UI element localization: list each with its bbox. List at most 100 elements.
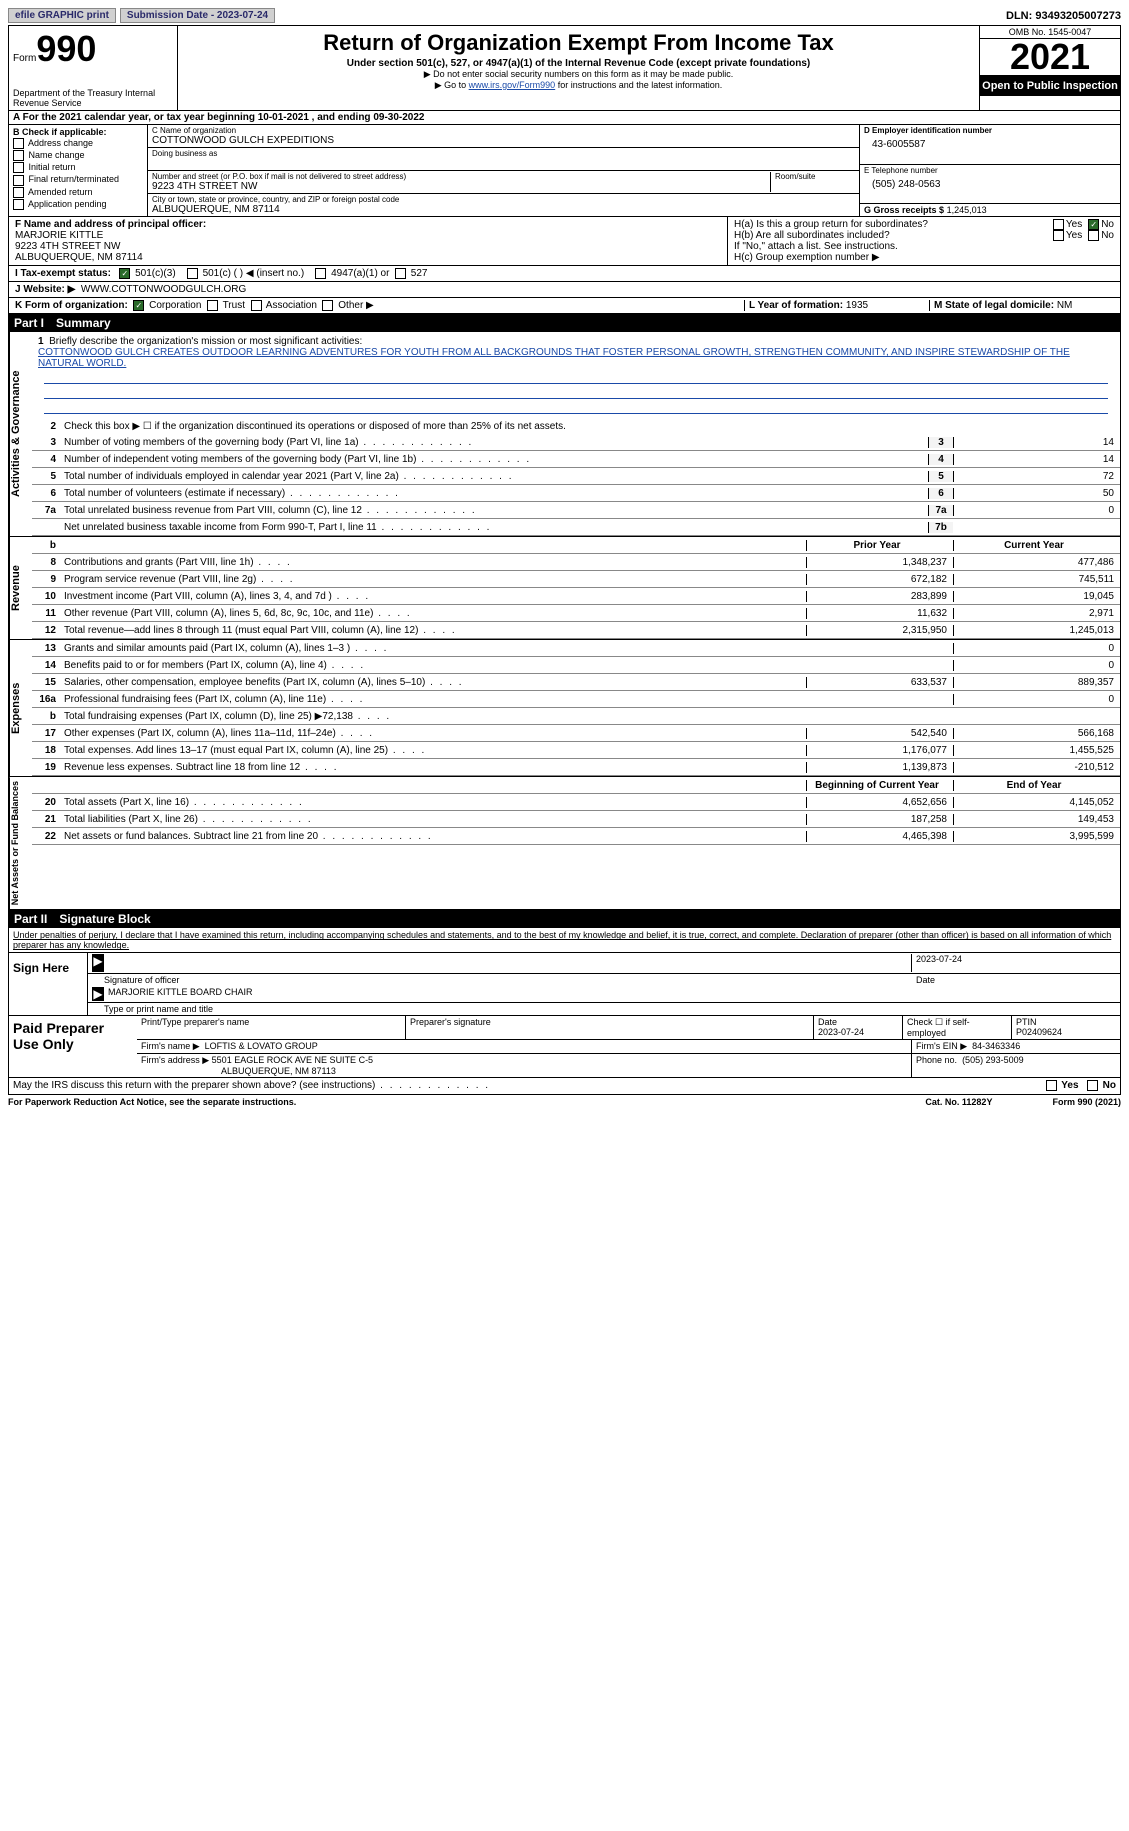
exp-row-13: 13Grants and similar amounts paid (Part …	[32, 640, 1120, 657]
col-b-mid: C Name of organization COTTONWOOD GULCH …	[148, 125, 859, 216]
officer-addr1: 9223 4TH STREET NW	[15, 241, 721, 252]
part2-num: Part II	[14, 912, 59, 926]
g-label: G Gross receipts $	[864, 205, 944, 215]
form-label: Form	[13, 53, 36, 64]
header-left: Form990 Department of the Treasury Inter…	[9, 26, 178, 110]
i-527-checkbox[interactable]	[395, 268, 406, 279]
section-fh: F Name and address of principal officer:…	[8, 217, 1121, 266]
type-name-label: Type or print name and title	[104, 1004, 213, 1014]
gov-row-7a: 7aTotal unrelated business revenue from …	[32, 502, 1120, 519]
firm-ein-label: Firm's EIN ▶	[916, 1041, 967, 1051]
rev-row-12: 12Total revenue—add lines 8 through 11 (…	[32, 622, 1120, 639]
side-expenses: Expenses	[9, 640, 32, 776]
discuss-text: May the IRS discuss this return with the…	[13, 1080, 490, 1091]
rev-row-9: 9Program service revenue (Part VIII, lin…	[32, 571, 1120, 588]
m-value: NM	[1057, 300, 1073, 311]
k-other-checkbox[interactable]	[322, 300, 333, 311]
blank-line	[44, 369, 1108, 384]
f-label: F Name and address of principal officer:	[15, 219, 721, 230]
cell-c-name: C Name of organization COTTONWOOD GULCH …	[148, 125, 859, 148]
sig-officer-label: Signature of officer	[104, 975, 916, 985]
gov-row-3: 3Number of voting members of the governi…	[32, 434, 1120, 451]
room-label: Room/suite	[775, 172, 855, 181]
paid-preparer-label: Paid Preparer Use Only	[9, 1016, 137, 1077]
k-trust-checkbox[interactable]	[207, 300, 218, 311]
submission-date-button[interactable]: Submission Date - 2023-07-24	[120, 8, 275, 23]
prep-date-label: Date	[818, 1017, 898, 1027]
officer-name: MARJORIE KITTLE	[15, 230, 721, 241]
discuss-no-checkbox[interactable]	[1087, 1080, 1098, 1091]
opt-527: 527	[411, 268, 428, 279]
prep-self-employed: Check ☐ if self-employed	[903, 1016, 1012, 1039]
opt-trust: Trust	[223, 300, 245, 311]
check-application-pending[interactable]	[13, 199, 24, 210]
row-k: K Form of organization: Corporation Trus…	[8, 298, 1121, 314]
l-value: 1935	[846, 300, 868, 311]
yes-text: Yes	[1066, 219, 1082, 230]
summary-governance: Activities & Governance 1 Briefly descri…	[8, 332, 1121, 537]
gov-row-4: 4Number of independent voting members of…	[32, 451, 1120, 468]
sub3-pre: ▶ Go to	[435, 80, 469, 90]
org-name: COTTONWOOD GULCH EXPEDITIONS	[152, 135, 855, 146]
officer-addr2: ALBUQUERQUE, NM 87114	[15, 252, 721, 263]
date-label: Date	[916, 975, 1116, 985]
irs-link[interactable]: www.irs.gov/Form990	[469, 80, 556, 90]
gov-row-6: 6Total number of volunteers (estimate if…	[32, 485, 1120, 502]
gov-row-5: 5Total number of individuals employed in…	[32, 468, 1120, 485]
form-number: 990	[36, 28, 96, 69]
check-name-change[interactable]	[13, 150, 24, 161]
dba-label: Doing business as	[152, 149, 855, 158]
arrow-icon: ▶	[92, 987, 104, 1001]
row-i: I Tax-exempt status: 501(c)(3) 501(c) ( …	[8, 266, 1121, 282]
check-final-return-terminated[interactable]	[13, 175, 24, 186]
net-header: Beginning of Current Year End of Year	[32, 777, 1120, 794]
ha-yes-checkbox[interactable]	[1053, 219, 1064, 230]
j-label: J Website: ▶	[15, 284, 75, 295]
check-address-change[interactable]	[13, 138, 24, 149]
side-netassets: Net Assets or Fund Balances	[9, 777, 32, 909]
part2-header: Part II Signature Block	[8, 910, 1121, 928]
officer-name-title: MARJORIE KITTLE BOARD CHAIR	[104, 987, 1116, 1001]
rev-header: b Prior Year Current Year	[32, 537, 1120, 554]
i-4947-checkbox[interactable]	[315, 268, 326, 279]
summary-netassets: Net Assets or Fund Balances Beginning of…	[8, 777, 1121, 910]
k-assoc-checkbox[interactable]	[251, 300, 262, 311]
cell-address: Number and street (or P.O. box if mail i…	[148, 171, 859, 194]
firm-addr2: ALBUQUERQUE, NM 87113	[221, 1066, 336, 1076]
q1-num: 1	[38, 336, 44, 347]
rev-row-11: 11Other revenue (Part VIII, column (A), …	[32, 605, 1120, 622]
phone-value: (505) 248-0563	[864, 175, 1116, 194]
i-501c-checkbox[interactable]	[187, 268, 198, 279]
rev-row-10: 10Investment income (Part VIII, column (…	[32, 588, 1120, 605]
efile-print-button[interactable]: efile GRAPHIC print	[8, 8, 116, 23]
gov-row-7b: Net unrelated business taxable income fr…	[32, 519, 1120, 536]
firm-addr-label: Firm's address ▶	[141, 1055, 209, 1065]
hb-yes-checkbox[interactable]	[1053, 230, 1064, 241]
firm-addr1: 5501 EAGLE ROCK AVE NE SUITE C-5	[212, 1055, 373, 1065]
net-row-20: 20Total assets (Part X, line 16)4,652,65…	[32, 794, 1120, 811]
check-amended-return[interactable]	[13, 187, 24, 198]
cell-city: City or town, state or province, country…	[148, 194, 859, 216]
i-501c3-checkbox[interactable]	[119, 268, 130, 279]
signature-section: Under penalties of perjury, I declare th…	[8, 928, 1121, 1094]
page-footer: For Paperwork Reduction Act Notice, see …	[8, 1095, 1121, 1109]
exp-row-b: bTotal fundraising expenses (Part IX, co…	[32, 708, 1120, 725]
hb-no-checkbox[interactable]	[1088, 230, 1099, 241]
k-corp-checkbox[interactable]	[133, 300, 144, 311]
col-h: H(a) Is this a group return for subordin…	[727, 217, 1120, 265]
col-prior: Prior Year	[806, 540, 953, 551]
yes-text-3: Yes	[1061, 1081, 1078, 1092]
website-value: WWW.COTTONWOODGULCH.ORG	[81, 284, 246, 295]
col-b-checks: B Check if applicable: Address change Na…	[9, 125, 148, 216]
part1-title: Summary	[56, 316, 111, 330]
check-initial-return[interactable]	[13, 162, 24, 173]
col-end: End of Year	[953, 780, 1120, 791]
opt-corp: Corporation	[149, 300, 201, 311]
opt-other: Other ▶	[338, 300, 373, 311]
form-title: Return of Organization Exempt From Incom…	[184, 30, 973, 56]
q1-label: Briefly describe the organization's miss…	[49, 336, 362, 347]
ha-no-checkbox[interactable]	[1088, 219, 1099, 230]
summary-revenue: Revenue b Prior Year Current Year 8Contr…	[8, 537, 1121, 640]
firm-name-label: Firm's name ▶	[141, 1041, 200, 1051]
discuss-yes-checkbox[interactable]	[1046, 1080, 1057, 1091]
